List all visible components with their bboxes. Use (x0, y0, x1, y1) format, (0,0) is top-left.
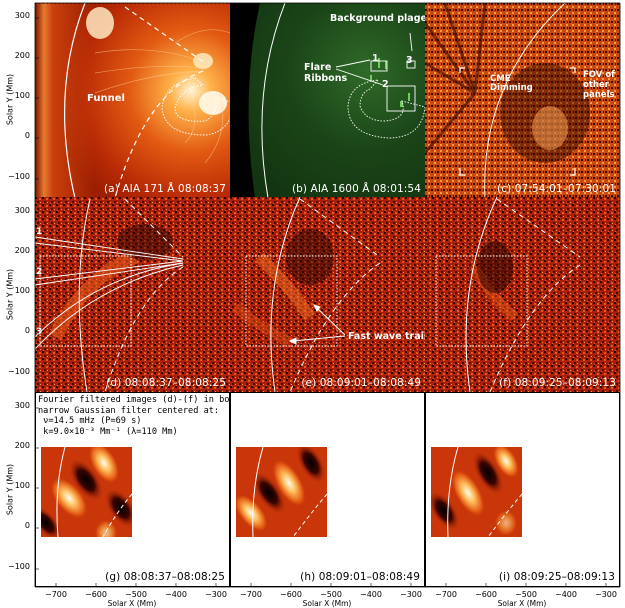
panel-g-label: (g) 08:08:37–08:08:25 (105, 571, 225, 583)
ray-3-label: 3 (36, 327, 43, 337)
difference-image-f (425, 197, 620, 392)
panel-i-label: (i) 08:09:25–08:09:13 (498, 571, 615, 583)
cme-dimming-label-line1: CME (490, 74, 511, 84)
fourier-filtered-image-h (236, 446, 328, 538)
fov-label-line1: FOV of (583, 70, 615, 80)
fourier-filtered-image-i (431, 446, 523, 538)
difference-image-d (35, 197, 230, 392)
fourier-filtered-image-g (41, 446, 133, 538)
flare-ribbons-label-line1: Flare (304, 62, 332, 73)
box-2-label: 2 (382, 79, 389, 90)
background-plage-label: Background plage (330, 13, 425, 24)
panel-c-label: (c) 07:54:01–07:30:01 (497, 183, 616, 195)
box-3-label: 3 (406, 55, 413, 66)
aia171-image (35, 3, 230, 198)
panel-f-label: (f) 08:09:25–08:09:13 (499, 377, 616, 389)
panel-f-running-difference: (f) 08:09:25–08:09:13 (425, 197, 620, 392)
fov-label-line2: other (583, 80, 609, 90)
panel-a-label: (a) AIA 171 Å 08:08:37 (103, 183, 226, 195)
panel-b-label: (b) AIA 1600 Å 08:01:54 (291, 183, 421, 195)
aia1600-image (230, 3, 425, 198)
cme-dimming-label-line2: Dimming (490, 83, 533, 93)
panel-g-fourier-filtered: Fourier filtered images (d)-(f) in box, … (35, 392, 230, 587)
panel-d-label: (d) 08:08:37–08:08:25 (106, 377, 226, 389)
flare-ribbons-label-line2: Ribbons (304, 73, 348, 84)
panel-d-running-difference: 1 2 3 (d) 08:08:37–08:08:25 (35, 197, 230, 392)
x-axis-title: Solar X (Mm) (497, 599, 547, 608)
difference-image-e (230, 197, 425, 392)
box-1-label: 1 (372, 53, 379, 64)
funnel-label: Funnel (87, 93, 125, 104)
filter-note: Fourier filtered images (d)-(f) in box, … (38, 395, 230, 437)
fov-label-line3: panels (583, 90, 615, 100)
ray-2-label: 2 (36, 267, 43, 277)
panel-e-label: (e) 08:09:01–08:08:49 (301, 377, 421, 389)
difference-image-c (425, 3, 620, 198)
panel-c-difference: CME Dimming FOV of other panels (c) 07:5… (425, 3, 620, 198)
panel-i-fourier-filtered: (i) 08:09:25–08:09:13 (425, 392, 620, 587)
panel-e-running-difference: Fast wave train (e) 08:09:01–08:08:49 (230, 197, 425, 392)
panel-h-label: (h) 08:09:01–08:08:49 (300, 571, 420, 583)
panel-h-fourier-filtered: (h) 08:09:01–08:08:49 (230, 392, 425, 587)
fast-wave-train-label: Fast wave train (348, 331, 425, 342)
x-axis-title: Solar X (Mm) (302, 599, 352, 608)
panel-b-aia1600: Background plage 1 2 3 Flare Ribbons (b)… (230, 3, 425, 198)
ray-1-label: 1 (36, 227, 43, 237)
panel-a-aia171: Funnel (a) AIA 171 Å 08:08:37 (35, 3, 230, 198)
x-axis-title: Solar X (Mm) (107, 599, 157, 608)
